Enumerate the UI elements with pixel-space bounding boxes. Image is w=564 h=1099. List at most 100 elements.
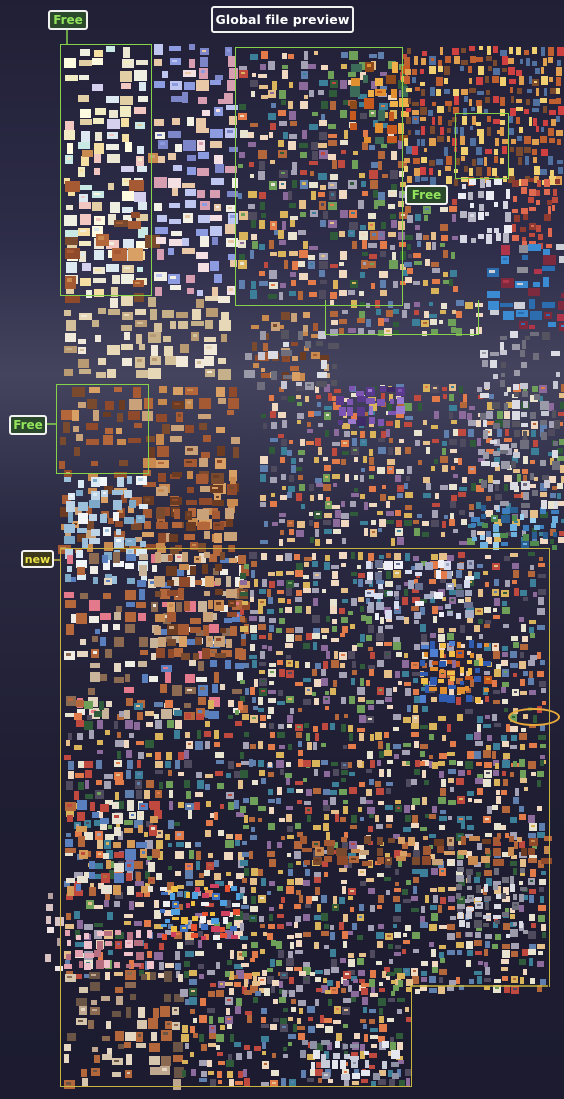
- furniture-sprite: [317, 402, 321, 407]
- room-tile: [172, 636, 182, 643]
- furniture-sprite: [176, 842, 184, 847]
- furniture-sprite: [312, 561, 318, 567]
- prop-sprite: [530, 332, 539, 336]
- furniture-sprite: [165, 761, 171, 768]
- furniture-sprite: [477, 610, 481, 612]
- furniture-sprite: [370, 1028, 378, 1032]
- furniture-sprite: [396, 652, 402, 657]
- room-tile: [64, 310, 71, 316]
- furniture-sprite: [288, 486, 295, 492]
- furniture-sprite: [520, 859, 526, 867]
- room-tile: [232, 689, 242, 694]
- room-tile: [114, 537, 124, 548]
- furniture-sprite: [75, 942, 84, 947]
- npc-sprite: [405, 69, 411, 75]
- furniture-sprite: [267, 976, 274, 984]
- bookshelf-sprite: [210, 884, 219, 888]
- furniture-sprite: [76, 720, 84, 727]
- prop-sprite: [542, 332, 550, 340]
- furniture-sprite: [287, 715, 293, 723]
- furniture-sprite: [402, 74, 406, 76]
- furniture-sprite: [134, 940, 143, 946]
- furniture-sprite: [386, 511, 394, 516]
- furniture-sprite: [370, 1035, 378, 1039]
- room-tile: [135, 309, 146, 315]
- furniture-sprite: [255, 991, 261, 996]
- furniture-sprite: [334, 651, 338, 659]
- furniture-sprite: [483, 750, 491, 758]
- room-tile: [216, 427, 225, 433]
- furniture-sprite: [379, 1070, 386, 1076]
- npc-sprite: [509, 79, 516, 84]
- furniture-sprite: [361, 1079, 368, 1083]
- furniture-sprite: [295, 682, 303, 686]
- furniture-sprite: [399, 439, 404, 443]
- rack-sprite: [484, 884, 488, 892]
- furniture-sprite: [389, 438, 393, 443]
- furniture-sprite: [373, 190, 378, 198]
- furniture-sprite: [438, 606, 443, 610]
- bookshelf-sprite: [211, 926, 220, 932]
- npc-sprite: [500, 109, 505, 116]
- furniture-sprite: [378, 52, 384, 59]
- npc-sprite: [529, 178, 534, 182]
- furniture-sprite: [324, 406, 332, 410]
- room-tile: [192, 309, 201, 320]
- npc-sprite: [559, 49, 562, 52]
- furniture-sprite: [314, 843, 318, 845]
- furniture-sprite: [185, 732, 190, 738]
- room-tile: [217, 460, 222, 463]
- furniture-sprite: [351, 413, 357, 420]
- furniture-sprite: [332, 474, 340, 479]
- furniture-sprite: [510, 914, 515, 919]
- furniture-sprite: [325, 698, 328, 700]
- furniture-sprite: [350, 624, 355, 629]
- furniture-sprite: [312, 151, 318, 160]
- prop-sprite: [500, 350, 507, 355]
- room-tile: [81, 315, 87, 317]
- furniture-sprite: [384, 877, 391, 881]
- furniture-sprite: [205, 710, 209, 718]
- furniture-sprite: [398, 221, 405, 230]
- shelf-sprite: [422, 856, 431, 865]
- furniture-sprite: [288, 863, 293, 868]
- furniture-sprite: [272, 1082, 276, 1084]
- furniture-sprite: [494, 591, 497, 593]
- npc-sprite: [420, 69, 424, 74]
- furniture-sprite: [414, 717, 417, 719]
- room-tile: [138, 158, 142, 161]
- umbrella-sprite: [512, 526, 515, 528]
- furniture-sprite: [448, 816, 452, 820]
- furniture-sprite: [557, 493, 561, 499]
- furniture-sprite: [503, 779, 508, 786]
- room-tile: [66, 288, 74, 294]
- furniture-sprite: [259, 670, 265, 674]
- room-tile: [82, 538, 88, 548]
- furniture-sprite: [406, 853, 411, 857]
- room-tile: [218, 296, 230, 303]
- furniture-sprite: [557, 501, 564, 506]
- furniture-sprite: [205, 784, 210, 790]
- furniture-sprite: [520, 679, 525, 686]
- furniture-sprite: [272, 223, 275, 226]
- furniture-sprite: [295, 916, 301, 922]
- furniture-sprite: [370, 652, 375, 659]
- room-tile: [172, 472, 182, 477]
- npc-sprite: [446, 176, 452, 184]
- furniture-sprite: [449, 484, 457, 490]
- room-tile: [96, 218, 101, 221]
- room-tile: [66, 262, 77, 273]
- furniture-sprite: [333, 896, 337, 904]
- room-tile: [176, 356, 188, 367]
- furniture-sprite: [494, 779, 500, 786]
- furniture-sprite: [530, 978, 535, 984]
- room-tile: [96, 372, 106, 378]
- furniture-sprite: [331, 959, 337, 967]
- furniture-sprite: [523, 597, 528, 601]
- furniture-sprite: [466, 960, 471, 967]
- furniture-sprite: [559, 531, 564, 536]
- room-tile: [168, 555, 173, 561]
- furniture-sprite: [405, 416, 413, 420]
- room-tile: [66, 1082, 71, 1085]
- furniture-sprite: [321, 913, 328, 921]
